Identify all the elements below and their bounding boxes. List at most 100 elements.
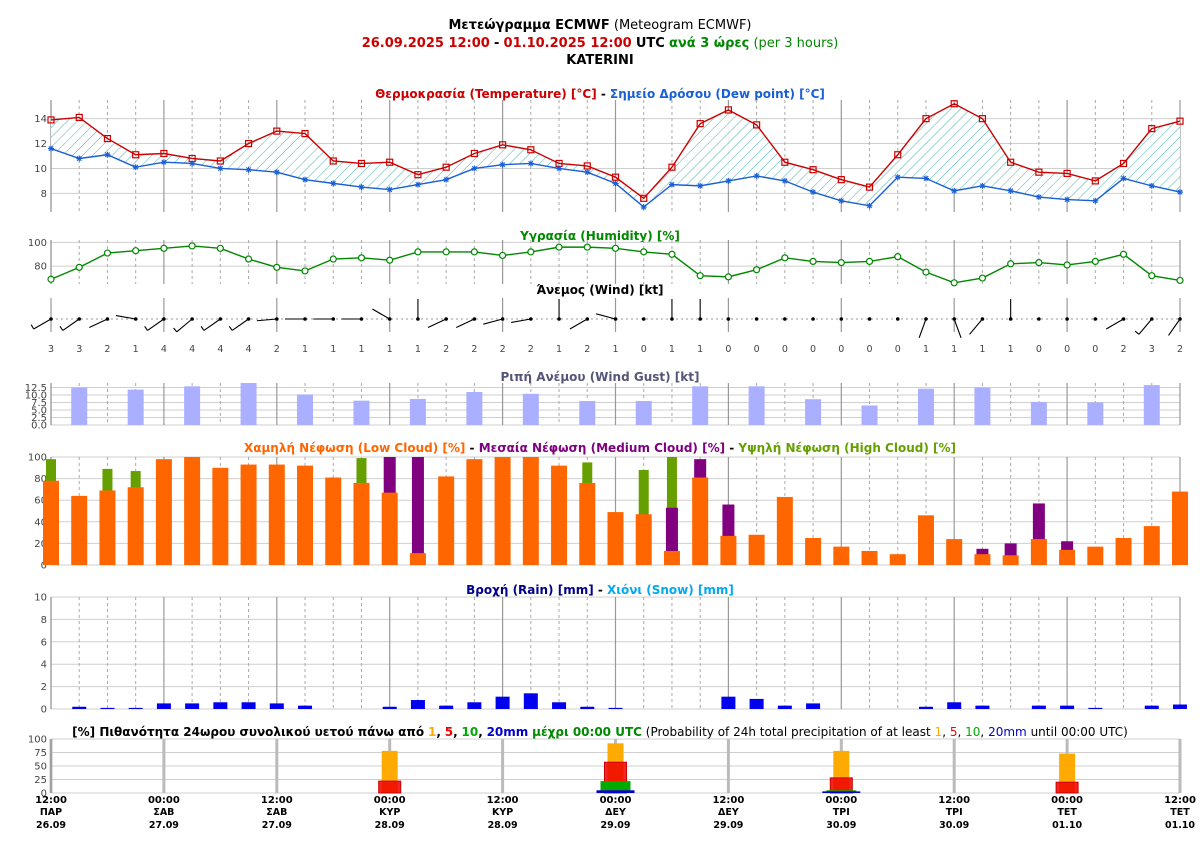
dewpoint-point: [76, 155, 83, 162]
wind-barb: [372, 308, 390, 320]
humidity-point: [583, 243, 591, 251]
low-cloud-bar: [297, 465, 314, 565]
wind-barb-flag: [1134, 330, 1140, 335]
rain-bar: [241, 702, 256, 709]
low-cloud-bar: [692, 477, 709, 565]
prob-comma: ,: [957, 725, 962, 739]
rain-bar: [439, 705, 454, 709]
dewpoint-point-stroke: [782, 178, 788, 184]
wind-speed-label: 0: [782, 344, 788, 355]
dewpoint-point: [810, 189, 817, 196]
dewpoint-point: [640, 204, 647, 211]
dewpoint-point: [358, 184, 365, 191]
dewpoint-point: [245, 166, 252, 173]
humidity-point: [1063, 261, 1071, 269]
prob-until: μέχρι 00:00 UTC: [532, 725, 642, 739]
prob-bar-10: [600, 781, 631, 793]
x-tick-day: ΤΡΙ: [946, 807, 963, 818]
wind-speed-label: 2: [471, 344, 477, 355]
temperature-point: [837, 176, 845, 184]
dewpoint-point-stroke: [866, 203, 873, 209]
prob-en-until: until 00:00 UTC): [1030, 725, 1128, 739]
dewpoint-point: [330, 180, 337, 187]
prob-ytick-label: 50: [34, 762, 47, 773]
dewpoint-point: [866, 202, 873, 209]
low-cloud-bar: [635, 514, 652, 565]
dewpoint-point-stroke: [810, 189, 816, 195]
x-tick-day: ΔΕΥ: [718, 807, 739, 818]
low-cloud-bar: [1143, 526, 1160, 565]
dewpoint-point: [443, 176, 450, 183]
temperature-point: [103, 134, 112, 143]
humidity-point: [781, 254, 789, 262]
humidity-point: [724, 273, 733, 281]
prob-bar-20mm: [596, 790, 635, 793]
x-tick-day: ΠΑΡ: [40, 807, 62, 818]
rain-bar: [382, 706, 397, 709]
temperature-point: [781, 158, 789, 166]
humidity-point: [216, 244, 224, 252]
x-tick-date: 29.09: [713, 820, 743, 831]
dewpoint-point: [414, 181, 421, 188]
x-tick-time: 00:00: [148, 795, 180, 806]
gust-bar: [861, 405, 878, 425]
wind-barb-flag: [144, 326, 148, 331]
temperature-point: [611, 173, 620, 181]
low-cloud-bar: [861, 550, 878, 565]
low-cloud-bar: [720, 535, 737, 565]
wind-barb: [256, 318, 277, 322]
cloud-panel-ytick-label: 40: [34, 517, 47, 528]
wind-barb-flag: [200, 326, 205, 331]
wind-speed-label: 0: [838, 344, 844, 355]
dewpoint-point-stroke: [358, 184, 365, 190]
wind-speed-label: 2: [104, 344, 110, 355]
humidity-point: [978, 274, 987, 282]
dewpoint-point: [668, 181, 675, 188]
x-tick-date: 28.09: [375, 820, 405, 831]
humidity-point: [386, 256, 394, 264]
title-temperature: Θερμοκρασία (Temperature) [°C] - Σημείο …: [0, 87, 1200, 101]
rain-bar: [72, 706, 87, 709]
wind-station-dot: [1037, 317, 1041, 321]
prob-bar-20mm: [822, 791, 861, 793]
wind-station-dot: [726, 317, 731, 321]
wind-speed-label: 1: [612, 344, 618, 355]
prob-ytick-label: 25: [34, 775, 47, 786]
step-english: (per 3 hours): [753, 36, 839, 51]
header-title: Μετεώγραμμα ECMWF (Meteogram ECMWF): [0, 17, 1200, 34]
prob-ytick-label: 100: [28, 735, 47, 746]
dewpoint-point: [471, 165, 478, 172]
range-utc: UTC: [635, 36, 665, 51]
x-tick-date: 26.09: [36, 820, 66, 831]
prob-comma: ,: [436, 725, 441, 739]
gust-bar: [71, 387, 88, 425]
wind-station-dot: [783, 317, 787, 321]
dewpoint-point-stroke: [443, 177, 449, 183]
wind-station-dot: [754, 317, 759, 321]
dewpoint-point-stroke: [612, 180, 619, 186]
dewpoint-point-stroke: [1036, 194, 1042, 200]
temperature-point: [1007, 158, 1015, 166]
prob-ytick-label: 0: [41, 789, 47, 800]
humidity-title: Υγρασία (Humidity) [%]: [520, 229, 680, 243]
dewpoint-point-stroke: [584, 169, 590, 175]
wind-speed-label: 0: [1092, 344, 1098, 355]
dewpoint-point-stroke: [528, 160, 534, 167]
wind-barb: [953, 318, 962, 338]
dewpoint-point: [160, 159, 167, 166]
gust-bar: [466, 392, 483, 425]
wind-barb: [147, 318, 165, 331]
humidity-point: [1148, 272, 1156, 280]
prob-threshold-1: 1: [427, 725, 437, 739]
dewpoint-point-stroke: [133, 164, 139, 170]
header-range: 26.09.2025 12:00 - 01.10.2025 12:00 UTC …: [0, 35, 1200, 52]
gust-bar: [522, 393, 539, 425]
title-sep: -: [725, 441, 739, 455]
location-name: KATERINI: [566, 53, 634, 68]
temperature-point: [978, 115, 987, 123]
low-cloud-bar: [607, 512, 624, 565]
dewpoint-point-stroke: [838, 198, 844, 204]
temperature-point: [47, 116, 55, 124]
humidity-point: [329, 255, 337, 263]
